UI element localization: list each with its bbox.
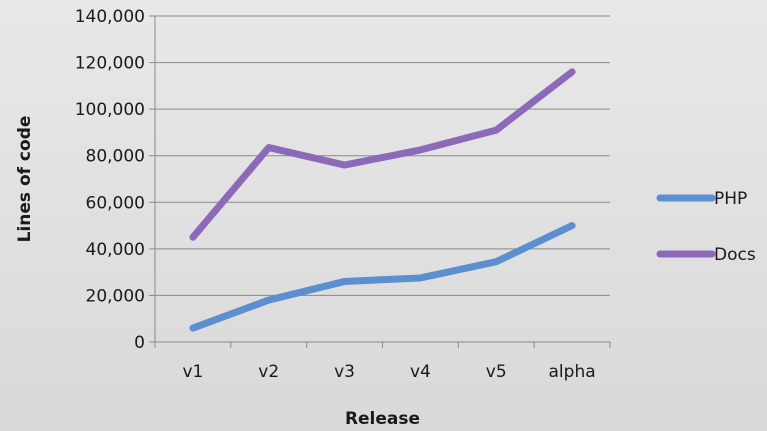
y-tick-label: 80,000	[86, 147, 145, 167]
series-lines	[189, 68, 576, 332]
legend-label-docs: Docs	[714, 245, 756, 265]
legend-label-php: PHP	[714, 189, 747, 209]
y-tick-label: 60,000	[86, 193, 145, 213]
x-tick-label: v4	[410, 362, 431, 382]
gridlines	[155, 15, 610, 296]
y-tick-label: 20,000	[86, 286, 145, 306]
y-tick-label: 40,000	[86, 240, 145, 260]
x-tick-label: v2	[258, 362, 279, 382]
y-axis-title: Lines of code	[15, 116, 35, 243]
axes: 0 20,000 40,000 60,000 80,000 100,000 120,000 1…	[75, 7, 611, 382]
x-tick-label: v5	[486, 362, 507, 382]
x-tick-label: v1	[182, 362, 203, 382]
x-axis-title: Release	[345, 409, 420, 429]
series-line-docs	[189, 68, 576, 241]
y-tick-label: 100,000	[75, 100, 145, 120]
series-line-php	[189, 222, 576, 332]
y-tick-label: 140,000	[75, 7, 145, 27]
x-tick-label: v3	[334, 362, 355, 382]
x-tick-label: alpha	[549, 362, 596, 382]
y-tick-label: 0	[134, 333, 145, 353]
y-tick-label: 120,000	[75, 54, 145, 74]
legend: PHP Docs	[656, 189, 756, 265]
